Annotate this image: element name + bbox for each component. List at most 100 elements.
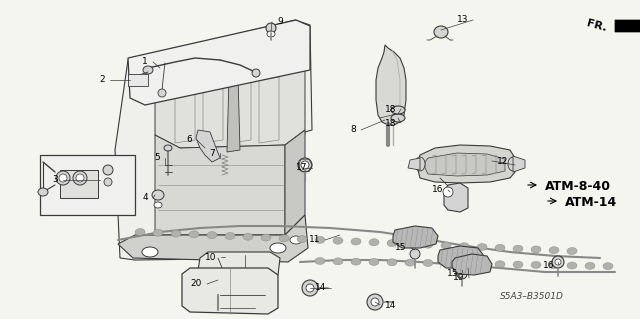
Ellipse shape xyxy=(171,230,181,237)
Ellipse shape xyxy=(508,157,518,171)
Ellipse shape xyxy=(207,232,217,239)
Text: ATM-8-40: ATM-8-40 xyxy=(545,180,611,193)
Polygon shape xyxy=(444,183,468,212)
Ellipse shape xyxy=(555,259,561,265)
Ellipse shape xyxy=(585,262,595,269)
Text: 15: 15 xyxy=(447,269,458,278)
Ellipse shape xyxy=(290,236,302,244)
Ellipse shape xyxy=(252,69,260,77)
Ellipse shape xyxy=(443,187,453,197)
Polygon shape xyxy=(198,252,280,278)
Polygon shape xyxy=(513,156,525,172)
Text: 8: 8 xyxy=(350,125,356,135)
Ellipse shape xyxy=(387,259,397,266)
Text: 18: 18 xyxy=(385,105,396,114)
Polygon shape xyxy=(285,130,305,235)
Ellipse shape xyxy=(531,246,541,253)
Ellipse shape xyxy=(333,258,343,265)
Ellipse shape xyxy=(405,259,415,266)
Text: 10: 10 xyxy=(205,253,216,262)
Ellipse shape xyxy=(415,157,425,171)
Text: 20: 20 xyxy=(191,279,202,288)
Ellipse shape xyxy=(279,235,289,242)
Ellipse shape xyxy=(549,247,559,254)
Bar xyxy=(60,170,98,198)
Ellipse shape xyxy=(103,165,113,175)
Text: 2: 2 xyxy=(99,76,105,85)
Polygon shape xyxy=(376,45,406,125)
Ellipse shape xyxy=(270,243,286,253)
Ellipse shape xyxy=(477,243,487,250)
Ellipse shape xyxy=(59,174,67,182)
Ellipse shape xyxy=(189,231,199,238)
Bar xyxy=(128,74,148,86)
Ellipse shape xyxy=(423,259,433,266)
Text: 15: 15 xyxy=(394,243,406,253)
Ellipse shape xyxy=(423,241,433,248)
Ellipse shape xyxy=(457,269,467,279)
Polygon shape xyxy=(615,16,640,36)
Ellipse shape xyxy=(297,236,307,243)
Ellipse shape xyxy=(76,174,84,182)
Ellipse shape xyxy=(513,245,523,252)
Ellipse shape xyxy=(495,244,505,251)
Ellipse shape xyxy=(298,158,312,172)
Ellipse shape xyxy=(391,114,405,122)
Text: 6: 6 xyxy=(186,136,192,145)
Text: 14: 14 xyxy=(315,284,326,293)
Ellipse shape xyxy=(549,262,559,269)
Polygon shape xyxy=(408,158,420,170)
Text: 14: 14 xyxy=(385,300,396,309)
Polygon shape xyxy=(155,135,285,235)
Ellipse shape xyxy=(567,262,577,269)
Text: 16: 16 xyxy=(543,261,554,270)
Text: 9: 9 xyxy=(277,18,283,26)
Polygon shape xyxy=(438,246,484,268)
Text: 4: 4 xyxy=(142,194,148,203)
Text: 17: 17 xyxy=(296,164,307,173)
Ellipse shape xyxy=(38,188,48,196)
Polygon shape xyxy=(425,153,505,176)
Ellipse shape xyxy=(405,241,415,248)
Ellipse shape xyxy=(243,233,253,240)
Ellipse shape xyxy=(367,294,383,310)
Polygon shape xyxy=(155,42,305,148)
Ellipse shape xyxy=(387,240,397,247)
Ellipse shape xyxy=(369,239,379,246)
Ellipse shape xyxy=(434,26,448,38)
Ellipse shape xyxy=(302,280,318,296)
Text: 18: 18 xyxy=(385,118,396,128)
Ellipse shape xyxy=(164,145,172,151)
Text: FR.: FR. xyxy=(586,19,608,33)
Ellipse shape xyxy=(143,66,153,74)
Polygon shape xyxy=(227,38,240,152)
Text: 13: 13 xyxy=(456,16,468,25)
Ellipse shape xyxy=(142,247,158,257)
Text: ATM-14: ATM-14 xyxy=(565,196,617,209)
Text: 16: 16 xyxy=(431,186,443,195)
Text: 12: 12 xyxy=(497,157,508,166)
Ellipse shape xyxy=(266,23,276,33)
Ellipse shape xyxy=(301,161,309,169)
Ellipse shape xyxy=(410,249,420,259)
Ellipse shape xyxy=(315,257,325,264)
Ellipse shape xyxy=(495,261,505,268)
Ellipse shape xyxy=(73,171,87,185)
Ellipse shape xyxy=(154,202,162,208)
Polygon shape xyxy=(418,145,515,183)
Ellipse shape xyxy=(56,171,70,185)
Ellipse shape xyxy=(351,258,361,265)
Ellipse shape xyxy=(441,242,451,249)
Text: 19: 19 xyxy=(452,273,464,283)
Ellipse shape xyxy=(513,261,523,268)
Ellipse shape xyxy=(315,236,325,243)
Bar xyxy=(40,155,135,215)
Ellipse shape xyxy=(153,229,163,236)
Text: 11: 11 xyxy=(308,235,320,244)
Ellipse shape xyxy=(267,31,275,37)
Polygon shape xyxy=(196,130,220,162)
Polygon shape xyxy=(393,226,438,248)
Ellipse shape xyxy=(603,263,613,270)
Ellipse shape xyxy=(135,228,145,235)
Text: 5: 5 xyxy=(154,153,160,162)
